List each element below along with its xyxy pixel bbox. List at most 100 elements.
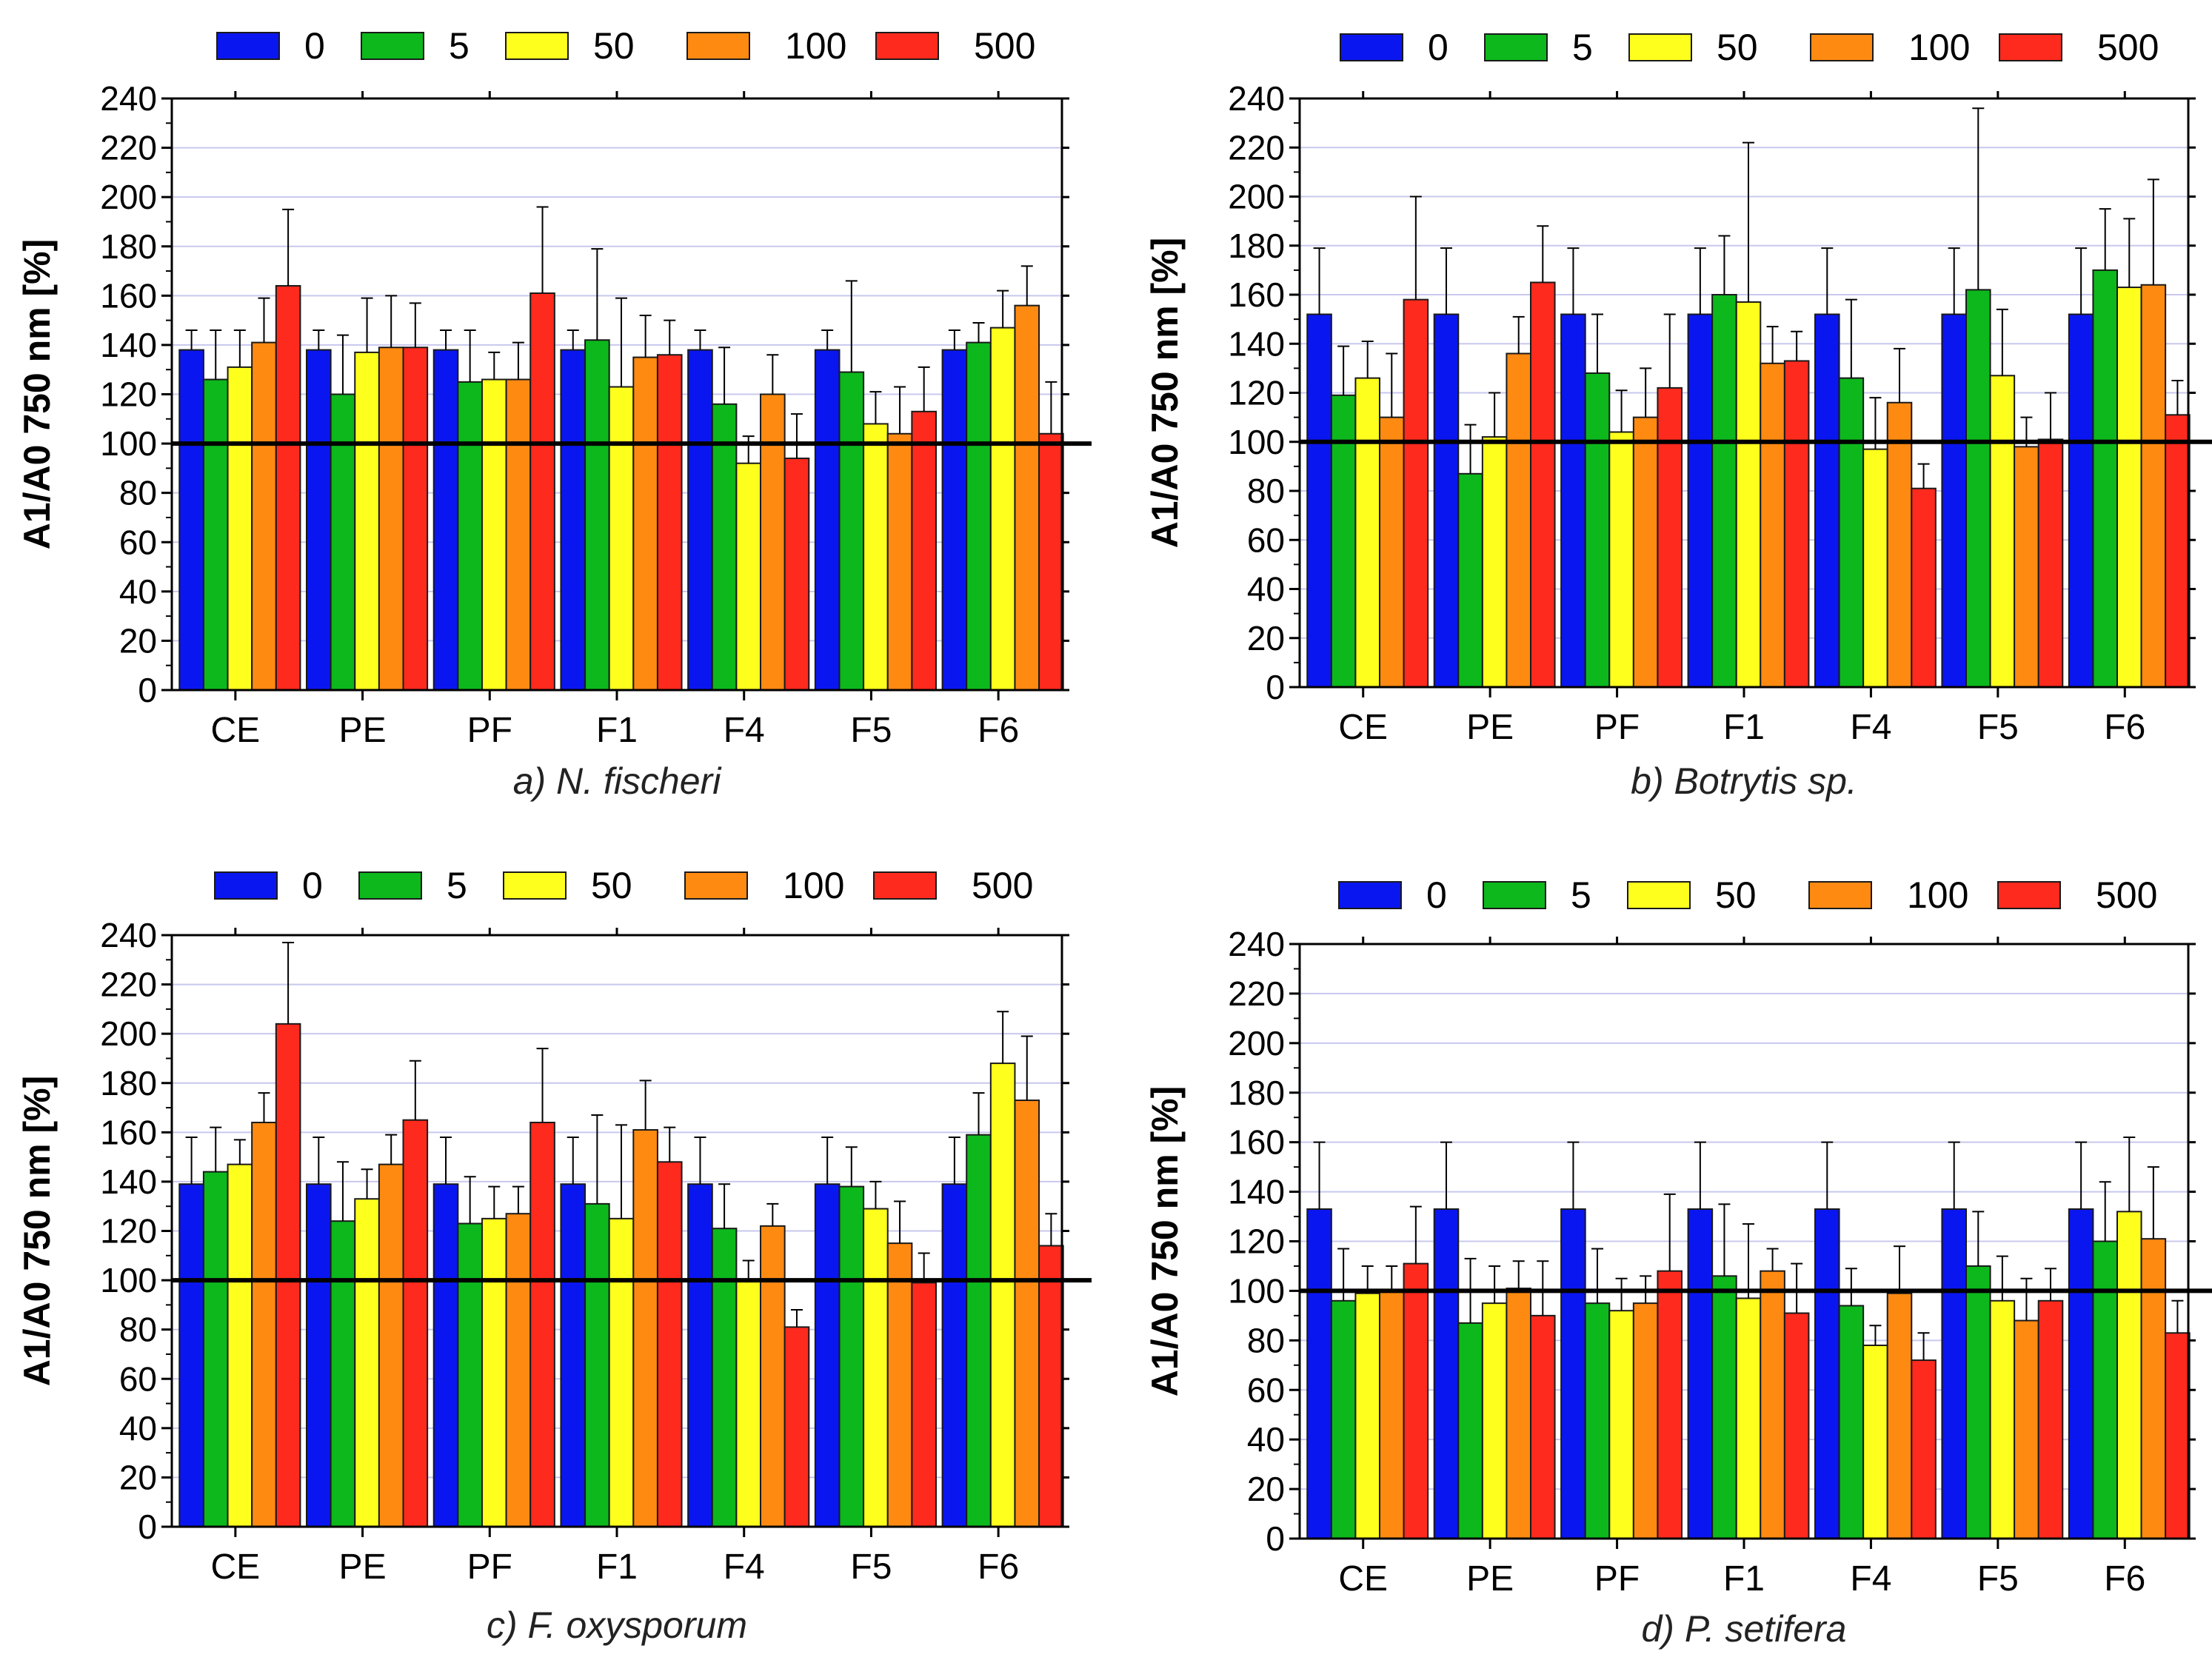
y-tick-label: 20 [119,1458,157,1496]
bar-PF-50 [481,1217,507,1527]
bar-F1-0 [560,349,587,691]
x-tick-label-F1: F1 [596,1547,638,1587]
y-tick-label: 200 [100,1014,157,1053]
bar-PF-0 [432,1183,459,1528]
bar-CE-100 [251,341,277,691]
bar-F1-100 [1760,1270,1785,1540]
bar-CE-5 [202,1171,229,1527]
bar-F4-50 [1862,1345,1888,1540]
bar-F6-5 [966,1134,992,1527]
y-axis-label: A1/A0 750 nm [%] [16,1076,58,1387]
bar-PF-50 [481,378,507,692]
bar-PE-500 [402,1119,429,1527]
legend-swatch-500 [1997,881,2061,909]
x-tick-label-F5: F5 [1977,1559,2019,1599]
bar-CE-50 [1354,377,1381,688]
y-tick-label: 80 [1247,1321,1285,1359]
bar-F1-100 [632,1129,658,1527]
bar-PF-100 [505,1213,532,1527]
bar-F6-100 [2140,284,2167,688]
bar-CE-0 [178,1183,204,1528]
bar-F6-5 [966,341,992,691]
bar-F4-0 [687,1183,713,1528]
bar-F5-100 [886,1242,913,1528]
bar-CE-50 [1354,1292,1381,1539]
legend-swatch-100 [686,32,750,60]
x-tick-label-F4: F4 [1850,708,1891,747]
x-tick-label-PF: PF [467,1547,512,1587]
legend-swatch-500 [875,32,939,60]
y-tick-label: 140 [1228,324,1285,363]
bar-PE-0 [306,1183,332,1528]
y-tick-label: 80 [119,1311,157,1349]
legend-label-100: 100 [1907,874,1968,916]
bar-CE-500 [1403,1262,1429,1540]
bar-F6-500 [1038,1245,1064,1527]
legend-label-50: 50 [1715,874,1757,916]
bar-F1-50 [1735,1297,1762,1540]
y-axis-label: A1/A0 750 nm [%] [1144,1086,1186,1397]
y-tick-label: 20 [1247,1470,1285,1508]
legend: 0 5 50 100 500 [216,25,1035,67]
bar-PF-50 [1608,431,1634,688]
bar-CE-0 [1306,1208,1332,1539]
y-tick-label: 140 [100,1162,157,1201]
y-tick-label: 100 [1228,423,1285,461]
bar-CE-5 [202,378,229,692]
legend-label-5: 5 [449,25,470,67]
legend-label-100: 100 [1908,27,1970,68]
legend-swatch-100 [1808,881,1872,909]
y-tick-label: 180 [100,1064,157,1102]
bar-F6-0 [941,349,968,691]
legend-label-50: 50 [591,865,632,906]
legend-swatch-50 [1627,881,1691,909]
bar-PE-0 [1433,1208,1460,1539]
bar-F4-100 [1886,1292,1913,1539]
bar-PE-5 [1457,472,1483,688]
bar-PE-100 [378,347,404,691]
y-tick-label: 240 [100,916,157,954]
bar-PF-5 [457,1222,483,1527]
bar-PF-500 [1657,1270,1683,1540]
y-tick-label: 200 [1228,1024,1285,1062]
x-tick-label-F5: F5 [850,711,892,750]
x-tick-label-F6: F6 [978,1547,1019,1587]
legend: 0 5 50 100 500 [1338,874,2157,916]
bar-F4-0 [687,349,713,691]
y-axis-label: A1/A0 750 nm [%] [16,239,58,550]
bar-F1-5 [1711,1275,1737,1539]
bar-F5-5 [1965,1265,1991,1540]
bar-F4-50 [735,462,762,691]
bar-PF-5 [1584,372,1611,688]
legend-swatch-50 [505,32,569,60]
bar-F1-50 [608,386,635,691]
legend-label-5: 5 [1572,27,1593,68]
bar-PF-5 [457,381,483,692]
bar-F5-500 [911,410,937,691]
bar-CE-5 [1330,394,1357,688]
legend-swatch-100 [684,871,748,900]
legend: 0 5 50 100 500 [214,865,1033,906]
y-tick-label: 80 [119,474,157,512]
bar-CE-500 [275,1023,301,1527]
legend-swatch-50 [1628,33,1692,61]
bar-CE-50 [227,1163,253,1528]
x-tick-label-PF: PF [1594,1559,1640,1599]
bar-F4-50 [1862,448,1888,688]
bar-F5-500 [911,1282,937,1527]
bar-F5-100 [2014,1319,2039,1539]
y-tick-label: 240 [1228,79,1285,118]
y-tick-label: 60 [119,523,157,561]
bar-PF-500 [1657,386,1683,688]
y-tick-label: 20 [1247,619,1285,657]
bar-F4-500 [1911,487,1937,688]
bar-PE-0 [1433,313,1460,688]
legend-swatch-500 [1999,33,2062,61]
legend-label-50: 50 [593,25,635,67]
x-tick-label-F5: F5 [850,1547,892,1587]
x-tick-label-CE: CE [211,1547,261,1587]
bar-F6-50 [2116,287,2142,688]
bar-F4-5 [1838,377,1865,688]
y-tick-label: 120 [100,375,157,414]
legend-swatch-500 [873,871,937,900]
